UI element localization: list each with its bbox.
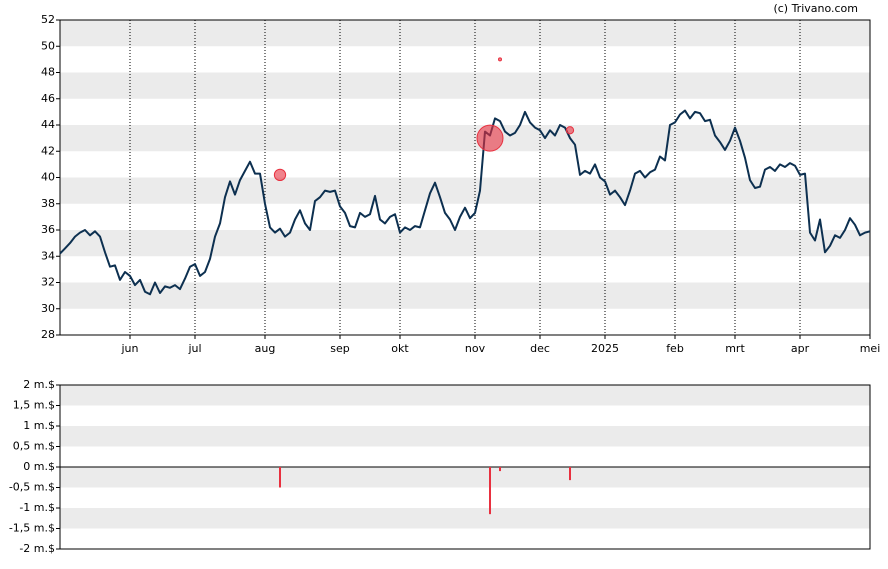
y-tick-label: -0,5 m.$	[9, 481, 55, 494]
y-tick-label: 0 m.$	[23, 460, 55, 473]
grid-band	[60, 230, 870, 257]
y-tick-label: 40	[41, 171, 55, 184]
y-tick-label: 0,5 m.$	[13, 440, 55, 453]
bar	[499, 467, 501, 472]
y-tick-label: 2 m.$	[23, 378, 55, 391]
x-tick-label: apr	[791, 342, 810, 355]
y-tick-label: 44	[41, 118, 55, 131]
y-tick-label: 1,5 m.$	[13, 399, 55, 412]
credit: (c) Trivano.com	[773, 2, 858, 15]
trade-bubble	[273, 168, 287, 182]
grid-band	[60, 125, 870, 152]
trade-bubble	[498, 57, 502, 62]
bar	[489, 467, 491, 515]
grid-band	[60, 282, 870, 309]
trade-bubble	[476, 124, 504, 152]
x-tick-label: okt	[391, 342, 409, 355]
y-tick-label: 38	[41, 197, 55, 210]
price-line	[59, 109, 871, 296]
bar	[279, 467, 281, 488]
x-tick-label: jul	[187, 342, 201, 355]
frame	[59, 19, 871, 336]
grid-band	[60, 20, 870, 47]
grid-band	[60, 426, 870, 447]
y-tick-label: 30	[41, 302, 55, 315]
y-tick-label: 32	[41, 276, 55, 289]
x-tick-label: mei	[860, 342, 881, 355]
y-tick-label: 34	[41, 249, 55, 262]
y-tick-label: 46	[41, 92, 55, 105]
grid-band	[60, 72, 870, 99]
trade-bubble	[565, 126, 575, 135]
y-tick-label: 42	[41, 144, 55, 157]
y-tick-label: -1 m.$	[19, 501, 55, 514]
grid-band	[60, 177, 870, 204]
x-tick-label: aug	[255, 342, 276, 355]
grid-band	[60, 467, 870, 488]
x-tick-label: jun	[121, 342, 139, 355]
grid-band	[60, 385, 870, 406]
x-tick-label: 2025	[591, 342, 619, 355]
x-tick-label: sep	[330, 342, 349, 355]
y-tick-label: -2 m.$	[19, 542, 55, 555]
y-tick-label: 48	[41, 66, 55, 79]
y-tick-label: 1 m.$	[23, 419, 55, 432]
x-tick-label: dec	[530, 342, 550, 355]
x-tick-label: nov	[465, 342, 486, 355]
y-tick-label: 28	[41, 328, 55, 341]
grid-band	[60, 508, 870, 529]
x-tick-label: mrt	[725, 342, 745, 355]
y-tick-label: -1,5 m.$	[9, 522, 55, 535]
y-tick-label: 36	[41, 223, 55, 236]
bar	[569, 467, 571, 481]
y-tick-label: 50	[41, 39, 55, 52]
y-tick-label: 52	[41, 13, 55, 26]
x-tick-label: feb	[666, 342, 684, 355]
